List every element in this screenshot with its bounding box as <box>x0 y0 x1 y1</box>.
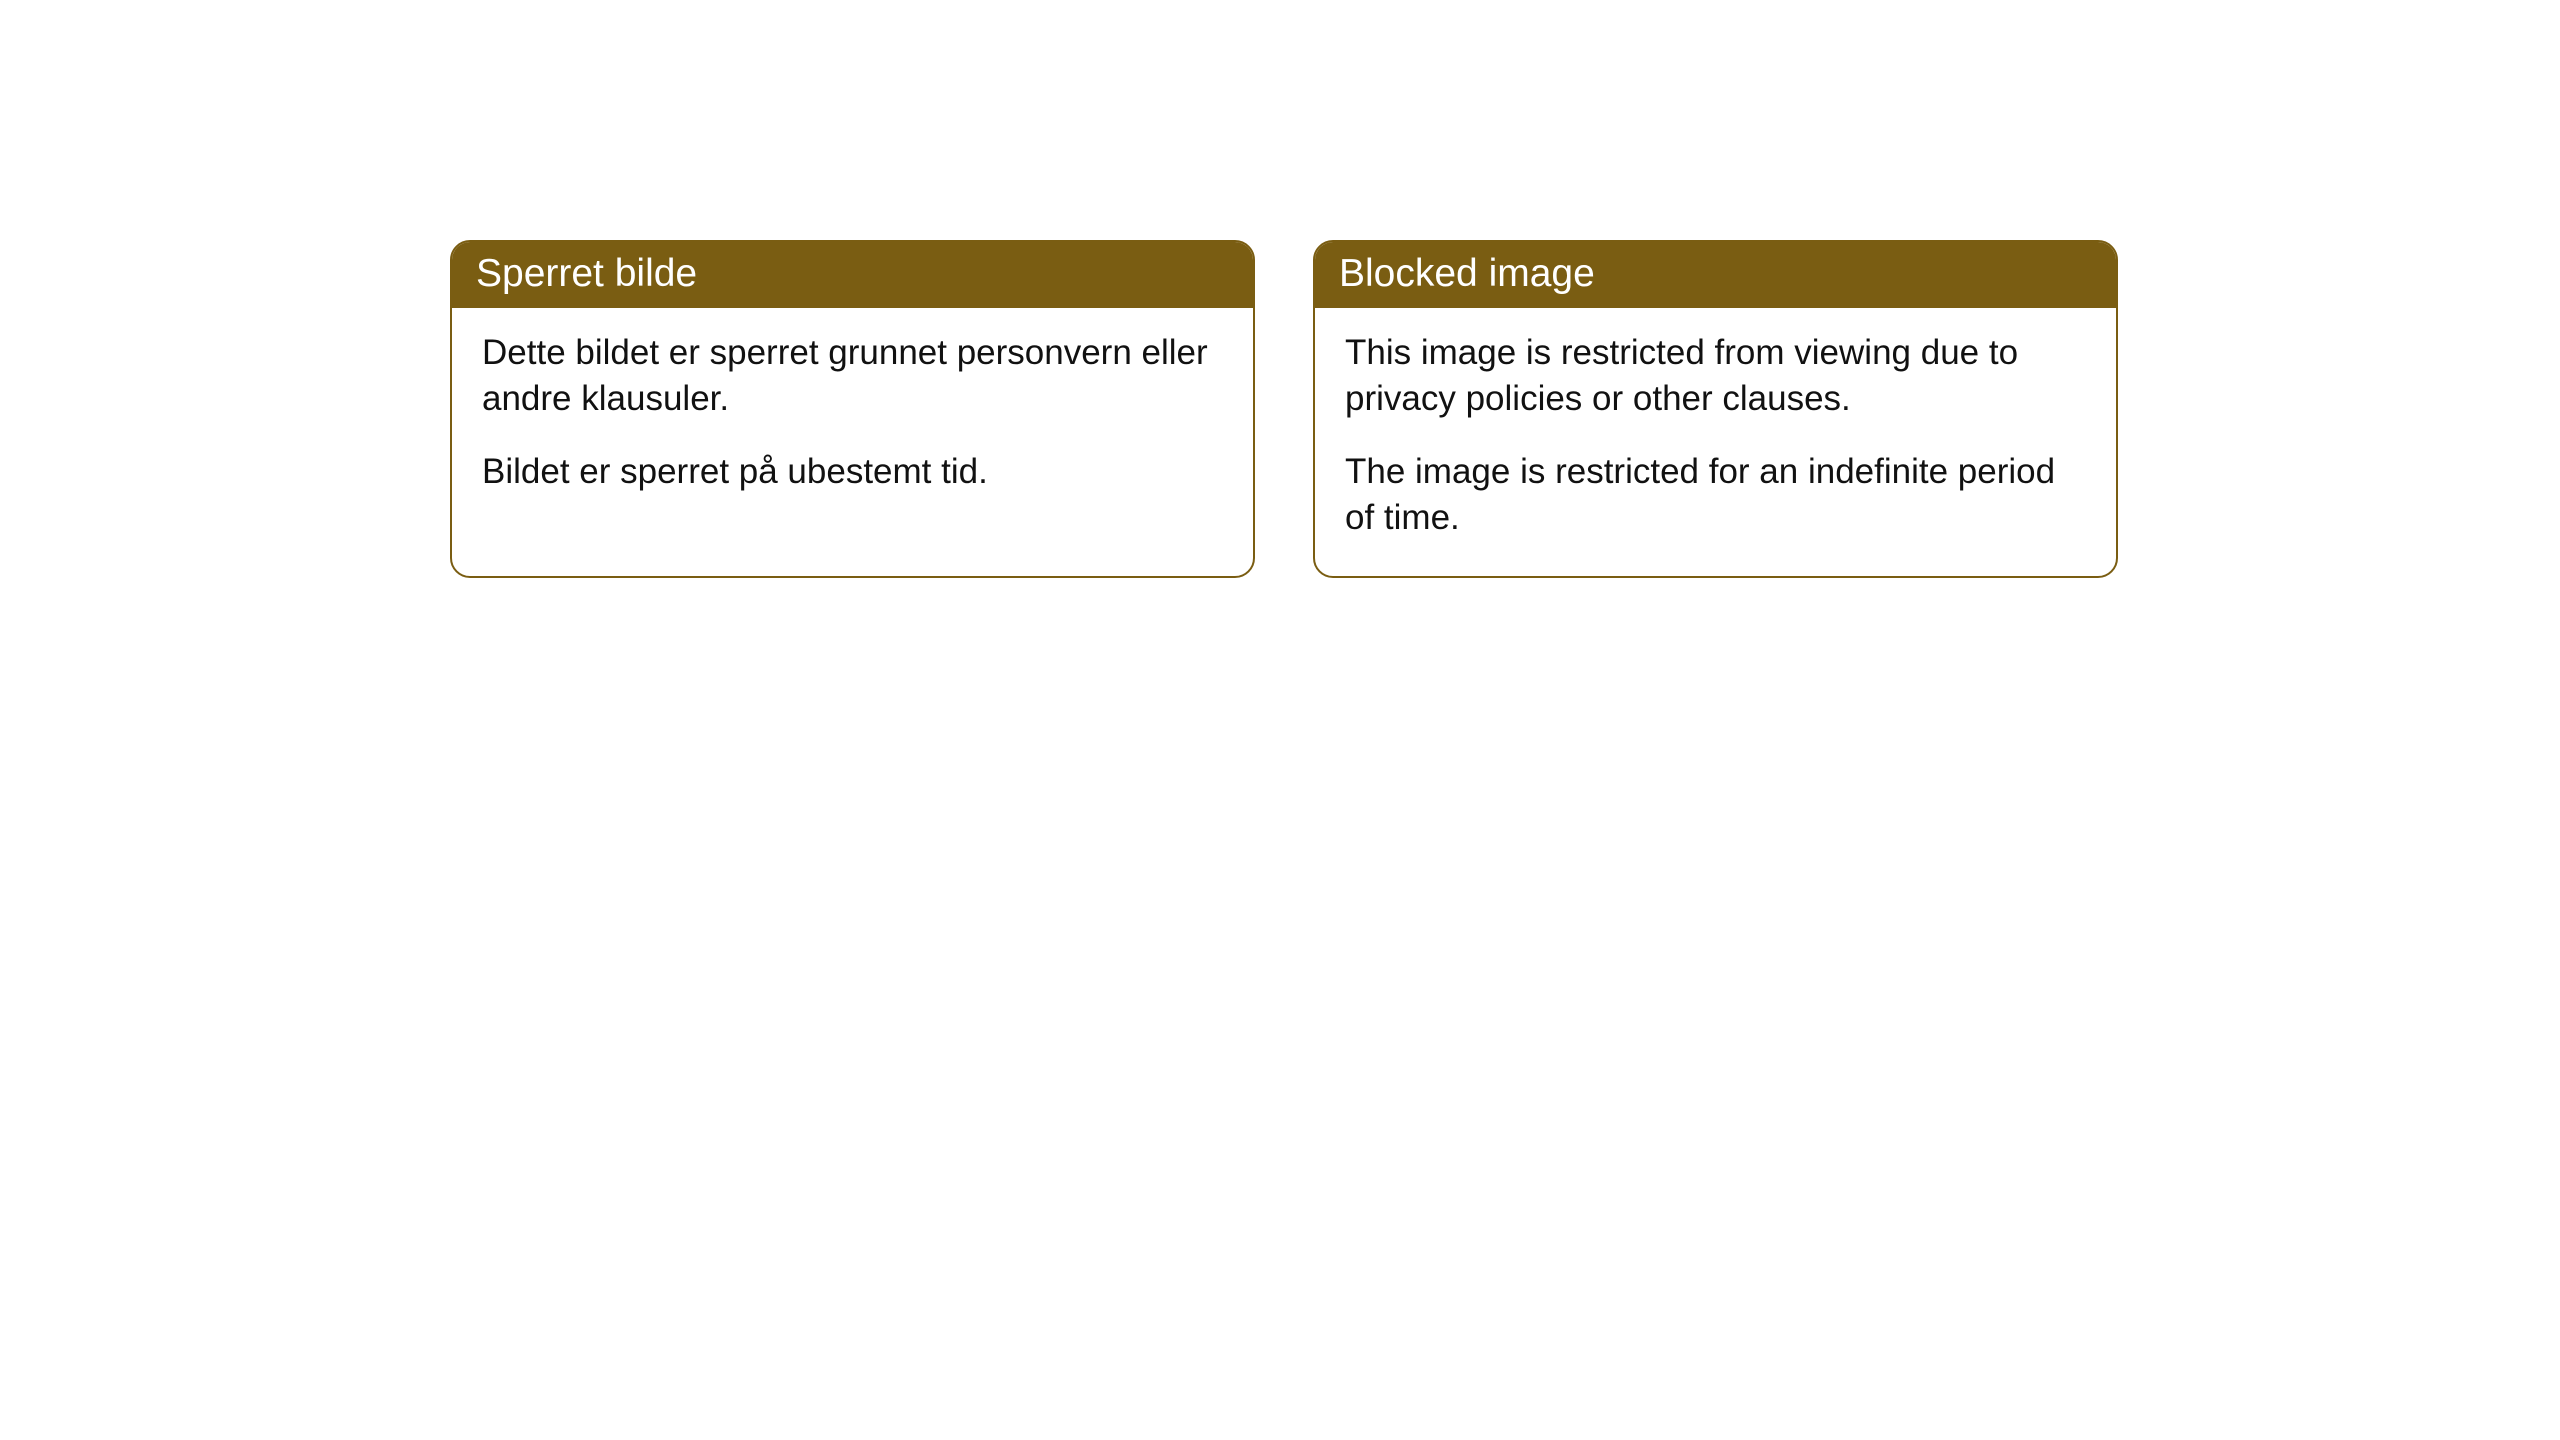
card-paragraph: The image is restricted for an indefinit… <box>1345 449 2086 540</box>
notice-container: Sperret bilde Dette bildet er sperret gr… <box>0 0 2560 578</box>
card-paragraph: This image is restricted from viewing du… <box>1345 330 2086 421</box>
notice-card-norwegian: Sperret bilde Dette bildet er sperret gr… <box>450 240 1255 578</box>
card-paragraph: Bildet er sperret på ubestemt tid. <box>482 449 1223 495</box>
notice-card-english: Blocked image This image is restricted f… <box>1313 240 2118 578</box>
card-body: Dette bildet er sperret grunnet personve… <box>452 308 1253 531</box>
card-title: Sperret bilde <box>452 242 1253 308</box>
card-body: This image is restricted from viewing du… <box>1315 308 2116 576</box>
card-title: Blocked image <box>1315 242 2116 308</box>
card-paragraph: Dette bildet er sperret grunnet personve… <box>482 330 1223 421</box>
